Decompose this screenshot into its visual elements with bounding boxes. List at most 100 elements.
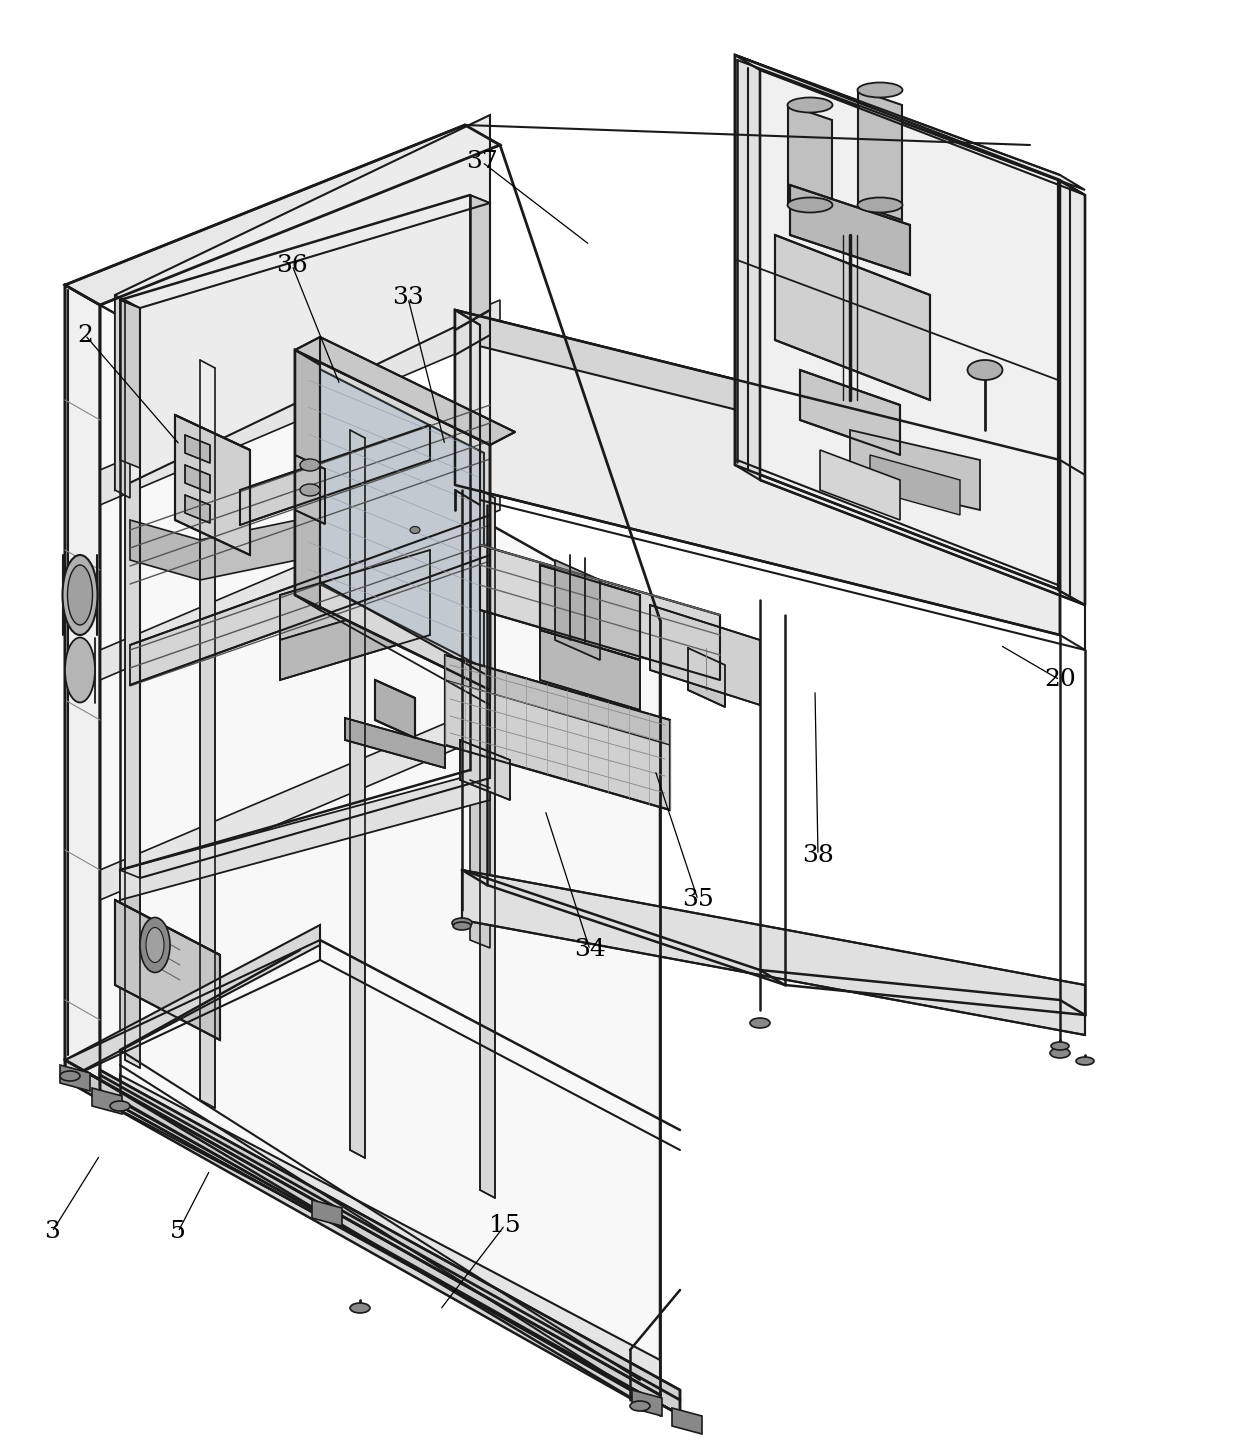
Polygon shape bbox=[200, 505, 370, 580]
Ellipse shape bbox=[453, 918, 472, 928]
Polygon shape bbox=[280, 550, 430, 640]
Text: 20: 20 bbox=[1044, 669, 1076, 692]
Polygon shape bbox=[470, 780, 490, 949]
Polygon shape bbox=[175, 414, 250, 554]
Ellipse shape bbox=[858, 198, 903, 212]
Polygon shape bbox=[100, 700, 500, 900]
Polygon shape bbox=[115, 116, 490, 490]
Polygon shape bbox=[672, 1408, 702, 1434]
Polygon shape bbox=[125, 300, 140, 1069]
Ellipse shape bbox=[300, 484, 320, 495]
Polygon shape bbox=[775, 235, 930, 400]
Ellipse shape bbox=[300, 459, 320, 471]
Polygon shape bbox=[445, 656, 670, 810]
Ellipse shape bbox=[350, 1302, 370, 1313]
Text: 36: 36 bbox=[277, 254, 308, 276]
Polygon shape bbox=[870, 455, 960, 516]
Polygon shape bbox=[303, 360, 484, 669]
Polygon shape bbox=[200, 360, 215, 1108]
Ellipse shape bbox=[140, 917, 170, 972]
Polygon shape bbox=[64, 126, 500, 305]
Polygon shape bbox=[470, 195, 490, 362]
Polygon shape bbox=[480, 490, 495, 1199]
Polygon shape bbox=[790, 185, 910, 274]
Polygon shape bbox=[295, 349, 320, 609]
Ellipse shape bbox=[967, 360, 1002, 380]
Polygon shape bbox=[100, 479, 500, 680]
Ellipse shape bbox=[60, 1071, 81, 1082]
Polygon shape bbox=[445, 656, 670, 745]
Polygon shape bbox=[350, 430, 365, 1158]
Polygon shape bbox=[539, 630, 640, 710]
Polygon shape bbox=[295, 336, 515, 445]
Polygon shape bbox=[650, 605, 760, 705]
Polygon shape bbox=[120, 1074, 660, 1395]
Ellipse shape bbox=[1052, 1043, 1069, 1050]
Polygon shape bbox=[1058, 180, 1085, 605]
Polygon shape bbox=[100, 300, 500, 505]
Ellipse shape bbox=[787, 98, 832, 113]
Polygon shape bbox=[455, 310, 1060, 490]
Ellipse shape bbox=[110, 1100, 130, 1110]
Polygon shape bbox=[64, 926, 320, 1080]
Ellipse shape bbox=[453, 923, 471, 930]
Polygon shape bbox=[130, 516, 490, 684]
Text: 38: 38 bbox=[802, 843, 833, 866]
Polygon shape bbox=[455, 310, 480, 500]
Polygon shape bbox=[787, 105, 832, 219]
Polygon shape bbox=[120, 300, 140, 468]
Polygon shape bbox=[820, 451, 900, 520]
Polygon shape bbox=[295, 455, 325, 524]
Polygon shape bbox=[64, 1060, 660, 1415]
Text: 5: 5 bbox=[170, 1220, 186, 1243]
Polygon shape bbox=[185, 495, 210, 523]
Text: 37: 37 bbox=[466, 150, 498, 173]
Text: 34: 34 bbox=[574, 939, 606, 962]
Polygon shape bbox=[115, 295, 130, 498]
Text: 15: 15 bbox=[490, 1213, 521, 1236]
Text: 33: 33 bbox=[392, 286, 424, 309]
Polygon shape bbox=[295, 349, 490, 690]
Polygon shape bbox=[345, 718, 445, 768]
Ellipse shape bbox=[1076, 1057, 1094, 1066]
Ellipse shape bbox=[630, 1401, 650, 1411]
Polygon shape bbox=[735, 55, 1085, 191]
Polygon shape bbox=[241, 425, 430, 526]
Polygon shape bbox=[480, 544, 720, 680]
Polygon shape bbox=[370, 469, 490, 544]
Polygon shape bbox=[130, 520, 200, 580]
Ellipse shape bbox=[146, 927, 164, 963]
Polygon shape bbox=[312, 1200, 342, 1226]
Polygon shape bbox=[556, 560, 600, 660]
Polygon shape bbox=[539, 565, 640, 660]
Text: 3: 3 bbox=[45, 1220, 60, 1243]
Polygon shape bbox=[858, 90, 901, 219]
Polygon shape bbox=[185, 435, 210, 464]
Text: 2: 2 bbox=[77, 323, 93, 347]
Polygon shape bbox=[463, 869, 1085, 1035]
Polygon shape bbox=[185, 465, 210, 492]
Polygon shape bbox=[849, 430, 980, 510]
Polygon shape bbox=[632, 1391, 662, 1417]
Ellipse shape bbox=[67, 565, 93, 625]
Ellipse shape bbox=[1050, 1048, 1070, 1058]
Polygon shape bbox=[100, 305, 660, 1395]
Polygon shape bbox=[92, 1087, 122, 1113]
Polygon shape bbox=[60, 1066, 91, 1092]
Ellipse shape bbox=[410, 527, 420, 533]
Polygon shape bbox=[100, 1070, 680, 1415]
Polygon shape bbox=[374, 680, 415, 738]
Ellipse shape bbox=[858, 82, 903, 98]
Ellipse shape bbox=[750, 1018, 770, 1028]
Ellipse shape bbox=[62, 554, 98, 635]
Ellipse shape bbox=[64, 637, 95, 702]
Ellipse shape bbox=[787, 198, 832, 212]
Polygon shape bbox=[688, 648, 725, 708]
Polygon shape bbox=[120, 770, 490, 900]
Polygon shape bbox=[64, 1060, 100, 1100]
Text: 35: 35 bbox=[682, 888, 714, 911]
Polygon shape bbox=[64, 284, 100, 1080]
Polygon shape bbox=[735, 55, 760, 479]
Polygon shape bbox=[455, 310, 1060, 635]
Polygon shape bbox=[115, 900, 219, 1040]
